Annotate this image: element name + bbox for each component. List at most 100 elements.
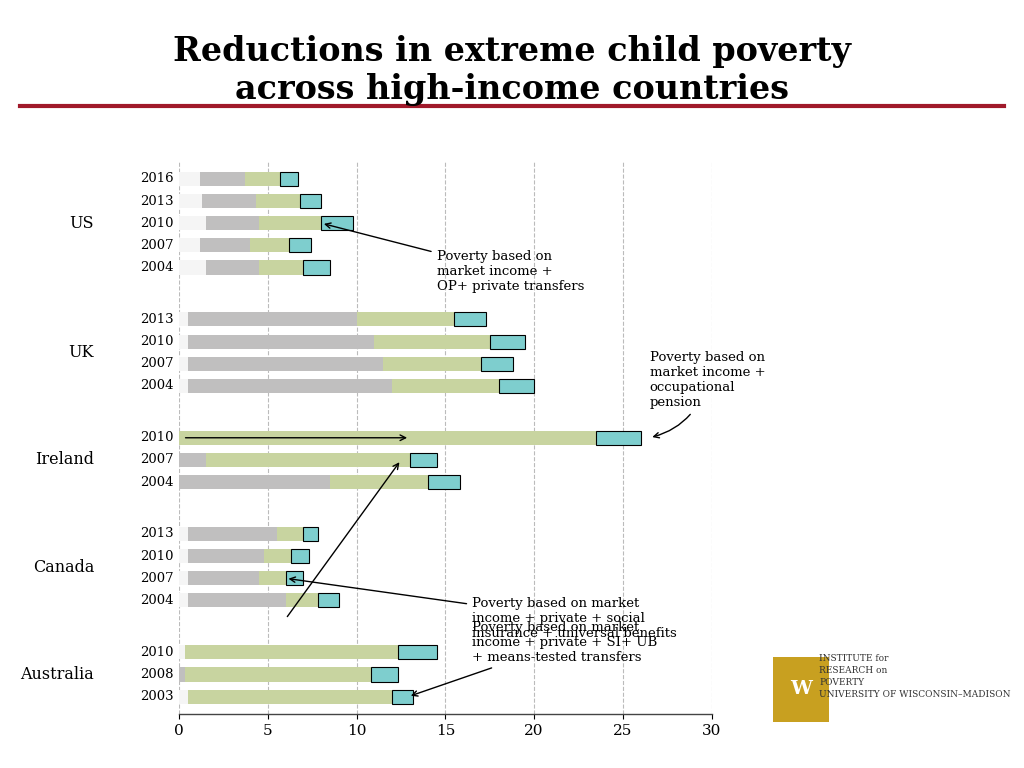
Text: 2008: 2008 — [140, 668, 174, 681]
Bar — [596, 431, 641, 445]
Text: UK: UK — [69, 344, 94, 361]
Text: 2010: 2010 — [140, 217, 174, 230]
Bar — [188, 549, 264, 563]
Bar — [179, 379, 188, 393]
Text: 2004: 2004 — [140, 475, 174, 488]
Bar — [286, 571, 303, 585]
Text: 2010: 2010 — [140, 335, 174, 348]
Bar — [179, 194, 203, 208]
Bar — [303, 260, 330, 274]
Text: INSTITUTE for
RESEARCH on
POVERTY
UNIVERSITY OF WISCONSIN–MADISON: INSTITUTE for RESEARCH on POVERTY UNIVER… — [819, 654, 1011, 699]
Bar — [201, 238, 250, 253]
Text: 2007: 2007 — [140, 572, 174, 584]
Bar — [481, 356, 513, 371]
Bar — [264, 549, 291, 563]
Text: US: US — [70, 215, 94, 232]
Text: 2007: 2007 — [140, 357, 174, 370]
Bar — [188, 379, 392, 393]
Bar — [289, 238, 310, 253]
Text: Australia: Australia — [20, 666, 94, 683]
Text: W: W — [791, 680, 812, 698]
Text: Poverty based on
market income +
OP+ private transfers: Poverty based on market income + OP+ pri… — [326, 223, 584, 293]
Bar — [397, 645, 436, 660]
Bar — [281, 172, 298, 186]
Bar — [291, 549, 309, 563]
Bar — [203, 194, 256, 208]
Bar — [499, 379, 535, 393]
Bar — [179, 690, 188, 703]
Bar — [188, 594, 286, 607]
Bar — [206, 216, 259, 230]
Bar — [188, 313, 356, 326]
Bar — [489, 335, 525, 349]
Bar — [455, 313, 486, 326]
Text: 2010: 2010 — [140, 432, 174, 444]
Bar — [330, 475, 428, 489]
Bar — [179, 645, 184, 660]
Bar — [179, 216, 206, 230]
Bar — [201, 172, 245, 186]
Bar — [317, 594, 339, 607]
Text: 2010: 2010 — [140, 550, 174, 563]
Bar — [286, 594, 317, 607]
Bar — [188, 571, 259, 585]
Bar — [188, 527, 276, 541]
Bar — [179, 475, 330, 489]
Text: Poverty based on market
income + private + social
insurance + universal benefits: Poverty based on market income + private… — [290, 577, 677, 641]
Bar — [184, 667, 371, 681]
Text: 2004: 2004 — [140, 379, 174, 392]
Text: Poverty based on market
income + private + SI+ UB
+ means-tested transfers: Poverty based on market income + private… — [413, 621, 657, 696]
Bar — [179, 667, 184, 681]
Text: Ireland: Ireland — [35, 452, 94, 468]
Bar — [179, 453, 206, 467]
Bar — [179, 313, 188, 326]
Text: Canada: Canada — [33, 558, 94, 576]
Text: 2007: 2007 — [140, 453, 174, 466]
Bar — [179, 527, 188, 541]
Bar — [179, 335, 188, 349]
Text: 2016: 2016 — [140, 172, 174, 185]
Bar — [179, 571, 188, 585]
Bar — [179, 238, 201, 253]
Bar — [188, 356, 383, 371]
Bar — [392, 379, 499, 393]
Text: 2004: 2004 — [140, 594, 174, 607]
Text: 2004: 2004 — [140, 261, 174, 274]
Text: 2013: 2013 — [140, 528, 174, 541]
Bar — [428, 475, 460, 489]
Bar — [179, 356, 188, 371]
Bar — [410, 453, 436, 467]
Bar — [184, 645, 397, 660]
Bar — [383, 356, 481, 371]
Bar — [322, 216, 353, 230]
Bar — [179, 172, 201, 186]
Text: Reductions in extreme child poverty: Reductions in extreme child poverty — [173, 35, 851, 68]
Bar — [179, 549, 188, 563]
Bar — [300, 194, 322, 208]
Text: across high-income countries: across high-income countries — [234, 73, 790, 106]
Bar — [179, 431, 596, 445]
Bar — [303, 527, 317, 541]
Bar — [206, 453, 410, 467]
Bar — [392, 690, 414, 703]
Bar — [259, 260, 303, 274]
Text: 2003: 2003 — [140, 690, 174, 703]
Text: 2013: 2013 — [140, 194, 174, 207]
Bar — [179, 260, 206, 274]
Bar — [250, 238, 289, 253]
Bar — [188, 335, 375, 349]
Text: 2007: 2007 — [140, 239, 174, 252]
Bar — [259, 571, 286, 585]
Bar — [179, 594, 188, 607]
Bar — [259, 216, 322, 230]
Bar — [375, 335, 489, 349]
Bar — [356, 313, 455, 326]
Text: 2010: 2010 — [140, 646, 174, 659]
Bar — [256, 194, 300, 208]
Text: Poverty based on
market income +
occupational
pension: Poverty based on market income + occupat… — [649, 352, 765, 438]
Bar — [371, 667, 397, 681]
Bar — [188, 690, 392, 703]
Bar — [276, 527, 303, 541]
Bar — [245, 172, 281, 186]
Bar — [206, 260, 259, 274]
